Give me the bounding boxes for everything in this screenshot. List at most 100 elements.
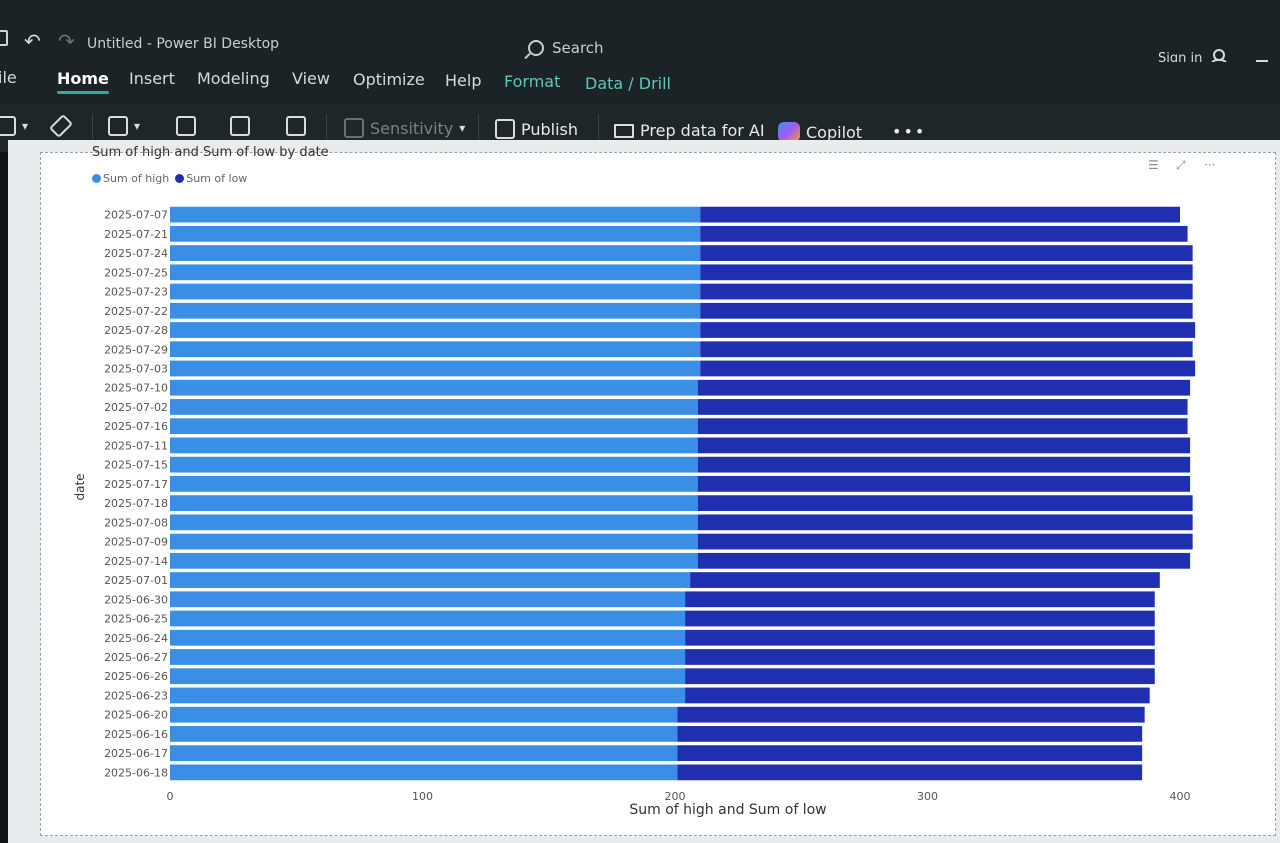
- bar-sum-of-high[interactable]: [170, 629, 686, 646]
- bar-sum-of-low[interactable]: [700, 245, 1193, 261]
- bar-sum-of-high[interactable]: [170, 475, 698, 492]
- redo-icon[interactable]: ↷: [58, 29, 75, 53]
- undo-icon[interactable]: ↶: [24, 29, 41, 53]
- bar-sum-of-high[interactable]: [170, 495, 698, 512]
- ribbon-tabs: ile Home Insert Modeling View Optimize H…: [0, 62, 1280, 104]
- bar-sum-of-low[interactable]: [700, 225, 1188, 242]
- bar-sum-of-high[interactable]: [170, 245, 701, 261]
- bar-sum-of-low[interactable]: [697, 552, 1191, 569]
- new-measure-button[interactable]: [286, 116, 306, 136]
- bar-sum-of-high[interactable]: [170, 456, 698, 473]
- bar-sum-of-high[interactable]: [170, 552, 698, 569]
- bar-sum-of-low[interactable]: [697, 514, 1193, 531]
- legend-item-low[interactable]: Sum of low: [175, 172, 247, 185]
- tab-help[interactable]: Help: [445, 71, 482, 90]
- bar-sum-of-low[interactable]: [700, 360, 1196, 377]
- bar-sum-of-high[interactable]: [170, 437, 698, 454]
- copilot-button[interactable]: Copilot: [778, 122, 862, 142]
- sensitivity-label: Sensitivity: [370, 118, 454, 138]
- bar-sum-of-high[interactable]: [170, 399, 698, 415]
- bar-sum-of-low[interactable]: [685, 649, 1155, 665]
- bar-sum-of-low[interactable]: [697, 533, 1193, 550]
- bar-sum-of-high[interactable]: [170, 764, 678, 781]
- bar-sum-of-low[interactable]: [697, 418, 1188, 435]
- bar-sum-of-low[interactable]: [697, 495, 1193, 512]
- legend-item-high[interactable]: Sum of high: [92, 172, 169, 185]
- bar-sum-of-high[interactable]: [170, 533, 698, 550]
- tab-data-drill[interactable]: Data / Drill: [585, 74, 671, 93]
- bar-sum-of-high[interactable]: [170, 706, 678, 723]
- bar-sum-of-low[interactable]: [690, 572, 1160, 588]
- bar-sum-of-low[interactable]: [697, 399, 1188, 415]
- bar-sum-of-high[interactable]: [170, 418, 698, 435]
- bar-sum-of-high[interactable]: [170, 591, 686, 608]
- bar-sum-of-low[interactable]: [697, 437, 1191, 454]
- bar-sum-of-low[interactable]: [677, 745, 1143, 762]
- more-options-icon[interactable]: ···: [1204, 158, 1216, 172]
- legend-marker-high: [92, 174, 101, 183]
- bar-sum-of-high[interactable]: [170, 668, 686, 685]
- publish-button[interactable]: Publish: [495, 119, 578, 139]
- paste-button[interactable]: ▾: [0, 116, 28, 136]
- new-visual-button[interactable]: [230, 116, 250, 136]
- bar-sum-of-high[interactable]: [170, 572, 691, 588]
- bar-sum-of-low[interactable]: [700, 302, 1193, 319]
- bar-sum-of-low[interactable]: [700, 206, 1180, 223]
- publish-label: Publish: [521, 119, 579, 139]
- bar-sum-of-low[interactable]: [685, 591, 1155, 608]
- bar-sum-of-high[interactable]: [170, 225, 701, 242]
- bar-sum-of-low[interactable]: [685, 687, 1150, 704]
- save-icon[interactable]: [0, 30, 8, 46]
- tab-format[interactable]: Format: [504, 72, 561, 91]
- tab-optimize[interactable]: Optimize: [353, 70, 425, 89]
- bar-sum-of-high[interactable]: [170, 610, 686, 627]
- bar-sum-of-high[interactable]: [170, 360, 701, 377]
- bar-sum-of-high[interactable]: [170, 264, 701, 281]
- get-data-button[interactable]: ▾: [108, 116, 140, 136]
- bar-sum-of-low[interactable]: [700, 283, 1193, 300]
- more-options-button[interactable]: •••: [892, 122, 927, 141]
- bar-sum-of-high[interactable]: [170, 514, 698, 531]
- bar-sum-of-low[interactable]: [697, 456, 1191, 473]
- tab-modeling[interactable]: Modeling: [197, 69, 270, 88]
- tab-view[interactable]: View: [292, 69, 330, 88]
- bar-sum-of-high[interactable]: [170, 283, 701, 300]
- bar-sum-of-low[interactable]: [697, 379, 1191, 396]
- y-tick-label: 2025-07-17: [104, 478, 168, 491]
- tab-file[interactable]: ile: [0, 68, 17, 87]
- bar-sum-of-high[interactable]: [170, 649, 686, 665]
- minimize-button[interactable]: [1256, 60, 1268, 62]
- bar-sum-of-high[interactable]: [170, 726, 678, 742]
- bar-sum-of-low[interactable]: [700, 264, 1193, 281]
- sensitivity-button[interactable]: Sensitivity ▾: [344, 118, 465, 138]
- prep-data-button[interactable]: Prep data for AI: [614, 121, 765, 140]
- refresh-button[interactable]: [176, 116, 196, 136]
- bar-sum-of-high[interactable]: [170, 206, 701, 223]
- bar-sum-of-high[interactable]: [170, 302, 701, 319]
- tab-insert[interactable]: Insert: [129, 69, 175, 88]
- x-tick-label: 100: [412, 790, 433, 803]
- bar-sum-of-low[interactable]: [700, 341, 1193, 358]
- bar-sum-of-low[interactable]: [677, 726, 1143, 742]
- bar-sum-of-low[interactable]: [685, 610, 1155, 627]
- filter-icon[interactable]: ☰: [1148, 158, 1159, 172]
- tab-home[interactable]: Home: [57, 69, 109, 94]
- bar-sum-of-low[interactable]: [685, 668, 1155, 685]
- bar-sum-of-high[interactable]: [170, 745, 678, 762]
- bar-sum-of-high[interactable]: [170, 322, 701, 338]
- legend-marker-low: [175, 174, 185, 183]
- bar-sum-of-low[interactable]: [677, 764, 1143, 781]
- bar-sum-of-low[interactable]: [700, 322, 1196, 338]
- focus-mode-icon[interactable]: ⤢: [1176, 158, 1186, 172]
- y-tick-label: 2025-07-14: [104, 555, 168, 568]
- chart-legend: Sum of high Sum of low: [92, 172, 247, 185]
- bar-sum-of-low[interactable]: [685, 629, 1155, 646]
- bar-sum-of-low[interactable]: [697, 475, 1191, 492]
- window-title: Untitled - Power BI Desktop: [87, 36, 280, 52]
- bar-sum-of-high[interactable]: [170, 341, 701, 358]
- search-box[interactable]: Search: [528, 36, 604, 60]
- publish-icon: [495, 119, 515, 139]
- bar-sum-of-low[interactable]: [677, 706, 1145, 723]
- bar-sum-of-high[interactable]: [170, 379, 698, 396]
- bar-sum-of-high[interactable]: [170, 687, 686, 704]
